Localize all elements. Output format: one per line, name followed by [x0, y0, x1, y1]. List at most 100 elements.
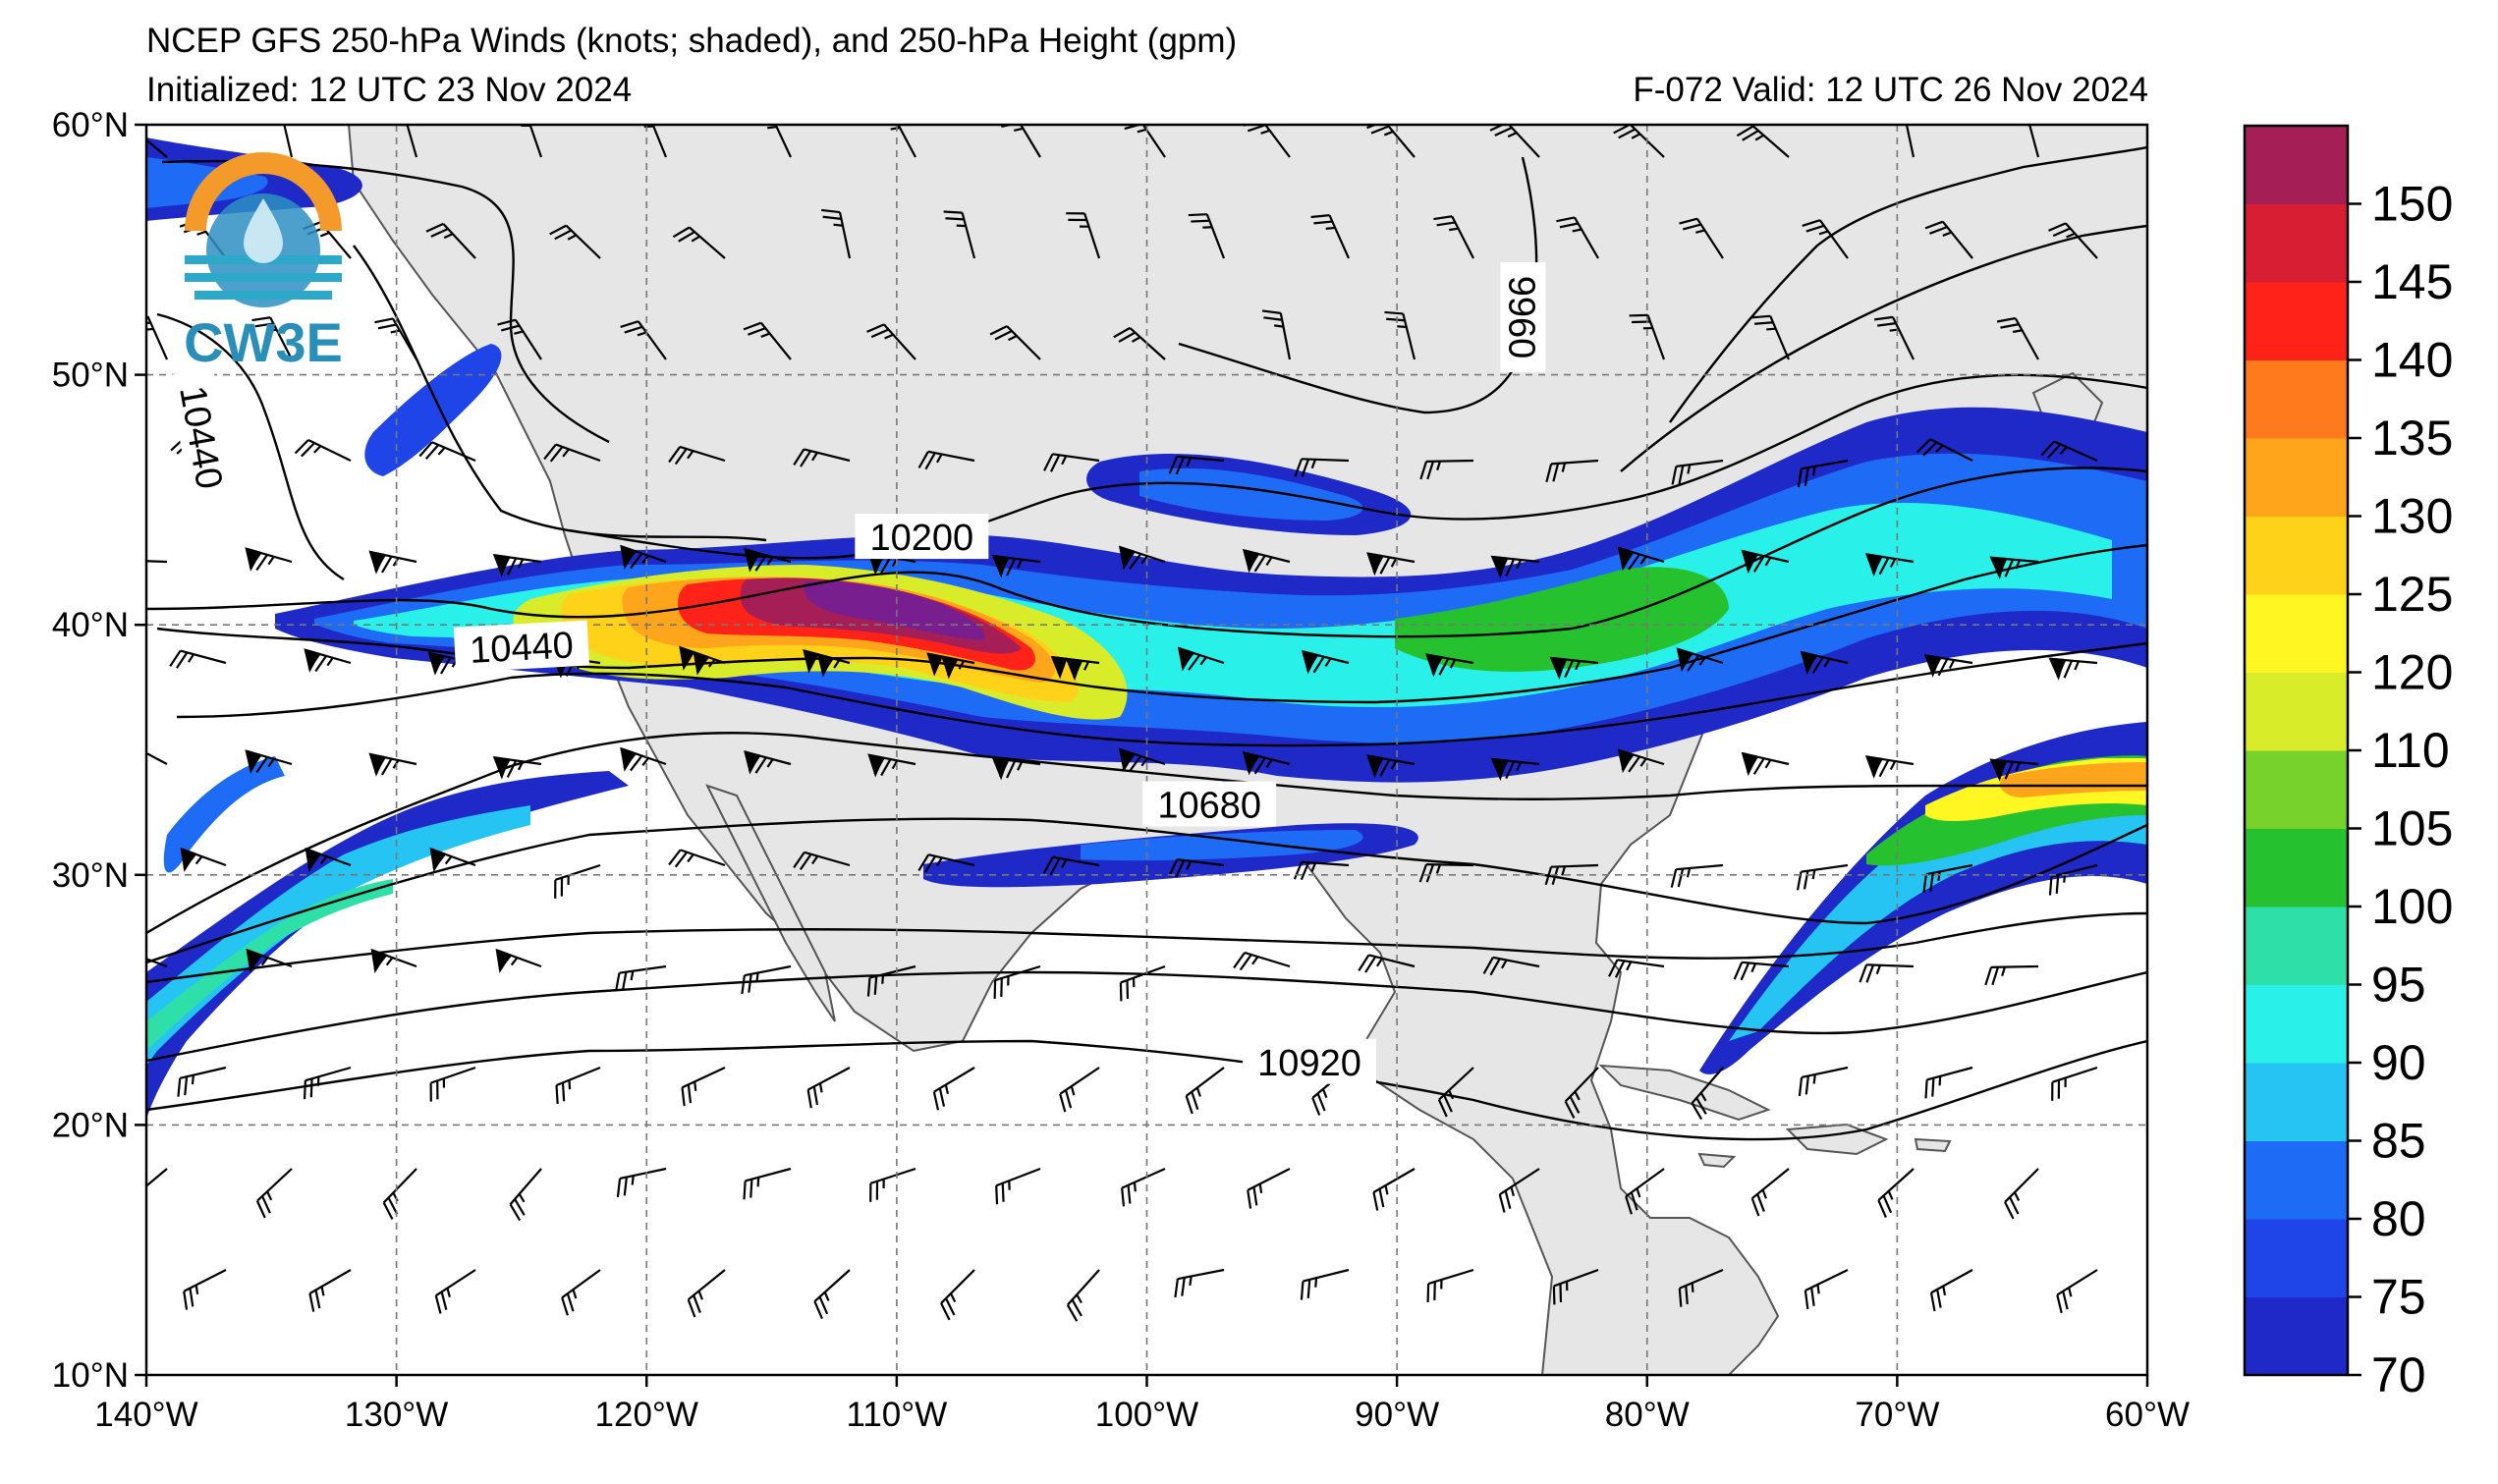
wind-barb [1676, 647, 1724, 673]
colorbar-segment [2245, 282, 2348, 360]
wind-barb [1118, 747, 1166, 773]
wind-barb [183, 1269, 227, 1310]
lon-tick-label: 140°W [94, 1396, 197, 1434]
contour-label-background [1243, 1038, 1377, 1084]
height-contour [146, 817, 2147, 964]
jet-band-80 [163, 756, 285, 873]
wind-barb [180, 847, 227, 872]
wind-barb [1310, 214, 1351, 259]
wind-barb [813, 1269, 851, 1319]
wind-barb [687, 1269, 726, 1318]
wind-barb [803, 649, 851, 678]
wind-barb [418, 441, 476, 463]
wind-barb [1242, 548, 1291, 574]
lon-tick-label: 90°W [1355, 1396, 1439, 1434]
wind-barb [554, 863, 601, 899]
logo-wave-band [194, 291, 332, 300]
wind-barb [743, 1167, 792, 1200]
wind-barb [672, 226, 726, 259]
wind-barb [146, 126, 168, 158]
contour-label-background [1500, 262, 1546, 373]
contour-label: 10920 [1243, 1038, 1377, 1084]
wind-barb [1736, 125, 1790, 158]
wind-barb [943, 210, 976, 259]
wind-barb [1549, 656, 1599, 681]
wind-barb [1066, 1269, 1100, 1322]
wind-barb [1174, 1268, 1225, 1298]
colorbar-segment [2245, 1296, 2348, 1376]
cw3e-logo: CW3E [184, 152, 343, 373]
wind-barb [2040, 440, 2098, 463]
wind-barb [1989, 758, 2039, 782]
wind-barb [614, 964, 667, 992]
lon-tick-label: 70°W [1855, 1396, 1939, 1434]
wind-barb [434, 1269, 476, 1314]
wind-barb [1859, 963, 1915, 983]
colorbar-segment [2245, 516, 2348, 595]
wind-barb [425, 222, 476, 259]
wind-barb [1897, 125, 1915, 158]
wind-barb [1366, 552, 1416, 577]
wind-barb [1877, 1168, 1915, 1218]
wind-barb [1433, 215, 1474, 259]
wind-barb [1121, 1167, 1166, 1207]
colorbar-tick-label: 145 [2371, 254, 2453, 309]
jet-band-95 [146, 879, 393, 1051]
wind-barb [497, 318, 542, 360]
colorbar-segment [2245, 984, 2348, 1064]
wind-barb [1168, 858, 1225, 878]
wind-barb [866, 323, 916, 360]
map-axes: 140°W 130°W 120°W 110°W 100°W 90°W 80°W 70°W 60°… [52, 106, 2190, 1434]
wind-barb [1366, 125, 1416, 158]
lat-tick-label: 30°N [52, 856, 129, 895]
wind-barb [1556, 216, 1599, 259]
wind-barb [1118, 545, 1166, 571]
height-contour [146, 970, 2147, 1063]
wind-barb [274, 125, 294, 158]
cuba [1598, 1064, 1771, 1122]
wind-barb [1168, 455, 1225, 475]
wind-barb [2048, 657, 2098, 681]
lon-tick-label: 100°W [1095, 1396, 1198, 1434]
wind-barb [1625, 1168, 1665, 1215]
wind-barb [743, 321, 792, 360]
valid-time-label: F-072 Valid: 12 UTC 26 Nov 2024 [1633, 71, 2148, 109]
wind-barb [991, 554, 1041, 578]
lon-tick-label: 110°W [846, 1396, 947, 1434]
wind-barb [1300, 1268, 1350, 1300]
logo-sun-ring [185, 152, 342, 231]
contour-label-text: 10200 [870, 518, 974, 559]
height-contour [1178, 156, 1538, 414]
wind-barb [1185, 1067, 1225, 1115]
wind-barb [1490, 555, 1540, 579]
wind-barb [1437, 1067, 1474, 1118]
colorbar-segment [2245, 828, 2348, 907]
init-time-label: Initialized: 12 UTC 23 Nov 2024 [146, 71, 633, 109]
wind-barb [251, 316, 293, 360]
wind-barb [744, 548, 792, 573]
colorbar-segment [2245, 359, 2348, 439]
lon-tick-label: 80°W [1605, 1396, 1690, 1434]
colorbar-tick-label: 150 [2371, 177, 2453, 232]
wind-barb [146, 741, 168, 765]
wind-barb [146, 1168, 168, 1200]
wind-barb [1247, 1168, 1291, 1209]
wind-barb [1124, 125, 1166, 158]
wind-barb [495, 948, 542, 973]
wind-barb [1418, 863, 1474, 883]
chart-title: NCEP GFS 250-hPa Winds (knots; shaded), … [146, 22, 1238, 60]
wind-barb [620, 320, 667, 360]
lon-tick-label: 120°W [595, 1396, 698, 1434]
wind-barb [304, 648, 352, 673]
wind-barb [1372, 1168, 1416, 1211]
wind-barb [643, 125, 668, 158]
wind-barb [1751, 314, 1791, 360]
wind-barb [767, 125, 792, 158]
wind-barb [1929, 1269, 1973, 1312]
wind-barb [1419, 459, 1474, 480]
lat-tick-label: 50°N [52, 357, 129, 395]
wind-barb [374, 317, 417, 360]
wind-barb [877, 125, 916, 158]
wind-barb [1426, 1268, 1474, 1303]
lat-tick-label: 40°N [52, 606, 129, 644]
